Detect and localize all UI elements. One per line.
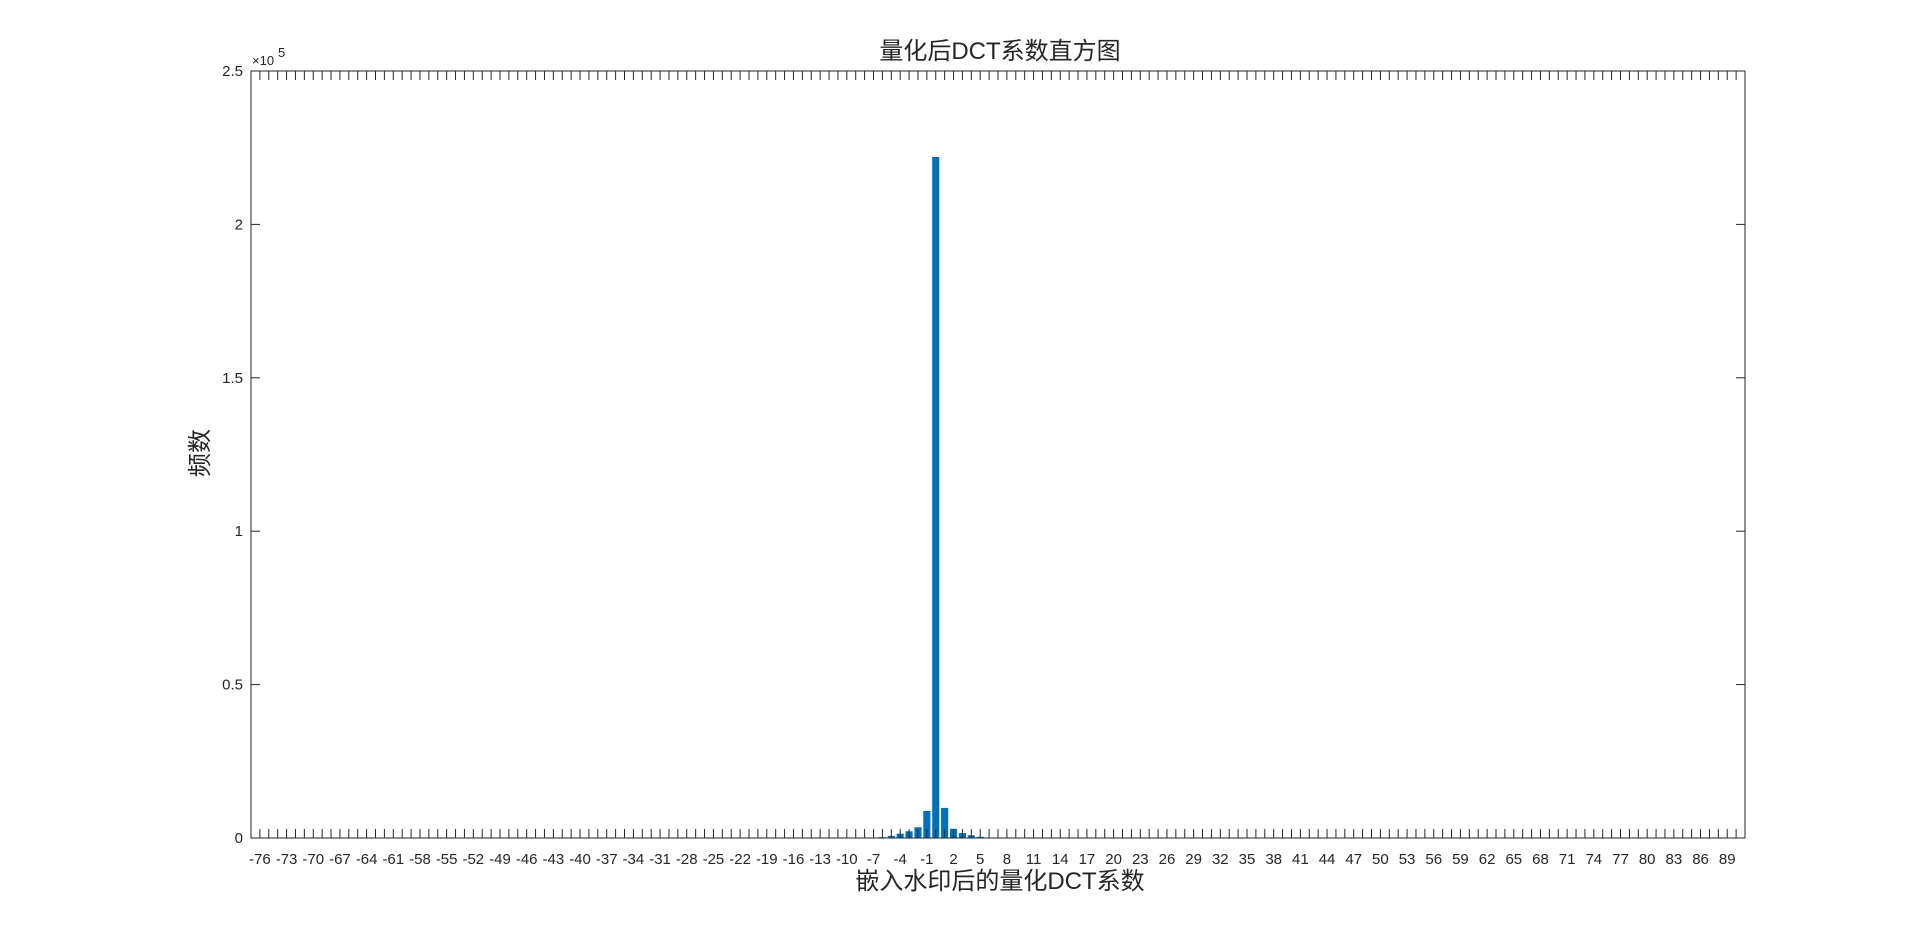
- x-tick-label: 26: [1159, 851, 1176, 868]
- x-tick-label: 80: [1639, 851, 1656, 868]
- x-tick-label: -49: [489, 851, 511, 868]
- x-tick-label: 14: [1052, 851, 1069, 868]
- x-tick-label: -7: [867, 851, 880, 868]
- x-tick-label: -1: [920, 851, 933, 868]
- bar-0: [932, 156, 940, 838]
- x-tick-label: 53: [1399, 851, 1416, 868]
- x-tick-label: 2: [949, 851, 957, 868]
- x-tick-label: -52: [462, 851, 484, 868]
- x-tick-label: 5: [976, 851, 984, 868]
- x-tick-label: -76: [249, 851, 271, 868]
- bar--1: [923, 811, 931, 838]
- x-tick-label: 23: [1132, 851, 1149, 868]
- y-tick-label: 1: [235, 523, 243, 540]
- y-axis-label: 频数: [187, 429, 214, 477]
- x-tick-label: -70: [302, 851, 324, 868]
- x-tick-label: 17: [1079, 851, 1096, 868]
- x-tick-label: 74: [1585, 851, 1602, 868]
- x-tick-label: -28: [676, 851, 698, 868]
- x-tick-label: 35: [1239, 851, 1256, 868]
- x-tick-label: 47: [1345, 851, 1362, 868]
- x-tick-label: 89: [1719, 851, 1736, 868]
- x-tick-label: -67: [329, 851, 351, 868]
- x-tick-label: -25: [703, 851, 725, 868]
- y-axis-ticks: 0 0.5 1 1.5 2 2.5: [222, 63, 1745, 847]
- y-tick-label: 2: [235, 216, 243, 233]
- x-tick-label: -40: [569, 851, 591, 868]
- y-tick-label: 1.5: [222, 370, 243, 387]
- x-tick-label: -58: [409, 851, 431, 868]
- x-tick-label: -13: [809, 851, 831, 868]
- x-tick-label: -73: [276, 851, 298, 868]
- x-tick-label: 20: [1105, 851, 1122, 868]
- axes-box: [250, 70, 1746, 839]
- x-tick-label: -55: [436, 851, 458, 868]
- y-axis-exponent-power: 5: [278, 45, 285, 60]
- x-tick-label: 8: [1003, 851, 1011, 868]
- x-tick-label: 65: [1505, 851, 1522, 868]
- x-tick-label: -16: [783, 851, 805, 868]
- bar-1: [941, 807, 949, 838]
- chart-title: 量化后DCT系数直方图: [879, 38, 1120, 65]
- y-tick-label: 0: [235, 830, 243, 847]
- x-tick-label: 56: [1425, 851, 1442, 868]
- x-tick-label: 41: [1292, 851, 1309, 868]
- x-tick-label: -37: [596, 851, 618, 868]
- x-tick-label: 83: [1666, 851, 1683, 868]
- x-tick-label: -31: [649, 851, 671, 868]
- x-tick-label: -61: [382, 851, 404, 868]
- bars-group: [869, 156, 993, 839]
- x-tick-label: 59: [1452, 851, 1469, 868]
- x-tick-label: 38: [1265, 851, 1282, 868]
- y-tick-label: 2.5: [222, 63, 243, 80]
- x-tick-label: 68: [1532, 851, 1549, 868]
- x-tick-label: 29: [1185, 851, 1202, 868]
- x-tick-label: -64: [356, 851, 378, 868]
- x-tick-label: -34: [623, 851, 645, 868]
- x-tick-label: 32: [1212, 851, 1229, 868]
- x-tick-label: 50: [1372, 851, 1389, 868]
- x-tick-label: 71: [1559, 851, 1576, 868]
- x-tick-label: 44: [1319, 851, 1336, 868]
- x-axis-label: 嵌入水印后的量化DCT系数: [855, 868, 1144, 895]
- x-tick-label: -19: [756, 851, 778, 868]
- x-axis-ticks: -76 -73 -70 -67 -64 -61 -58 -55 -52 -49 -46 -43 -40-…: [249, 71, 1746, 868]
- x-tick-label: 11: [1026, 851, 1042, 868]
- y-axis-exponent-base: ×10: [252, 53, 274, 68]
- x-tick-label: 77: [1612, 851, 1629, 868]
- x-tick-label: 86: [1692, 851, 1709, 868]
- x-tick-label: -4: [894, 851, 907, 868]
- x-tick-label: -10: [836, 851, 858, 868]
- y-tick-label: 0.5: [222, 677, 243, 694]
- x-tick-label: -43: [543, 851, 565, 868]
- y-axis-exponent: ×10 5: [252, 45, 285, 68]
- x-tick-label: -22: [729, 851, 751, 868]
- x-tick-label: 62: [1479, 851, 1496, 868]
- x-tick-label: -46: [516, 851, 538, 868]
